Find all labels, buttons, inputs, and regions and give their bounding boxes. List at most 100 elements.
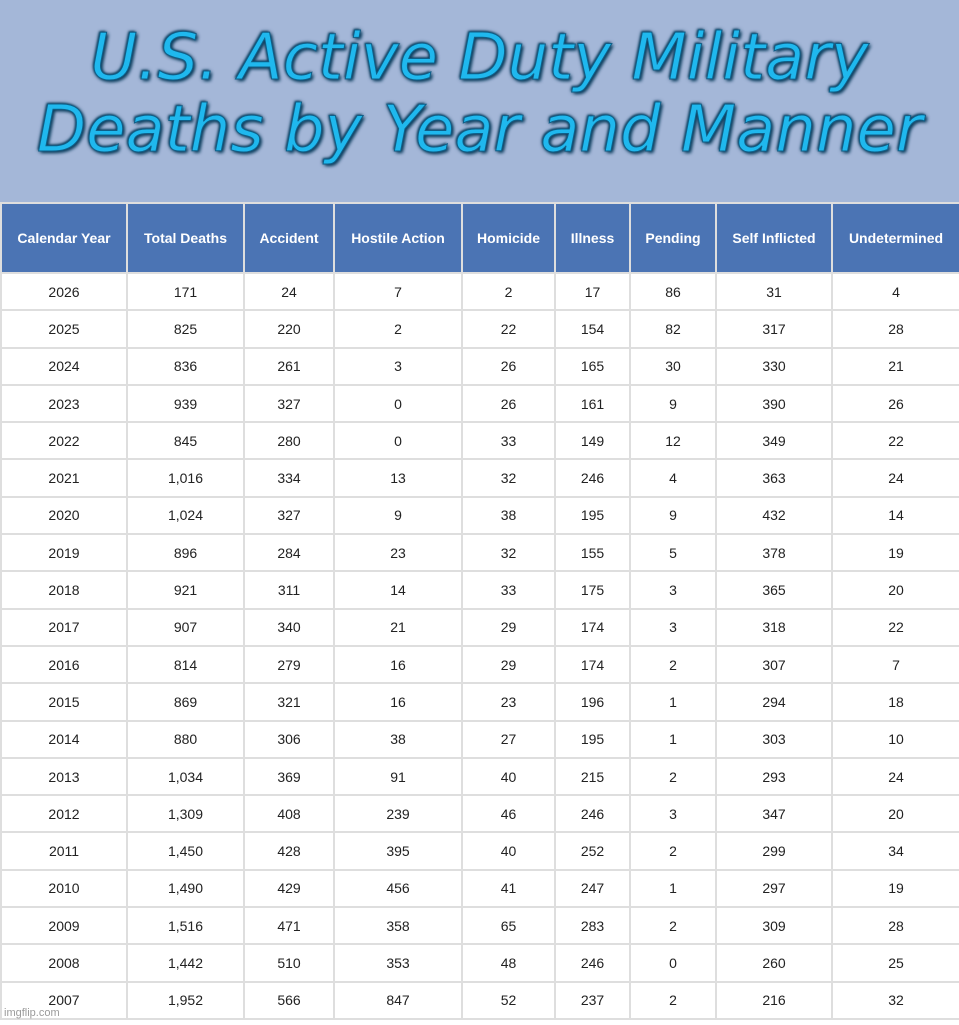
deaths-table: Calendar Year Total Deaths Accident Host… <box>0 202 959 1020</box>
table-row: 2023 939 327 0 26 161 9 390 26 <box>0 383 959 424</box>
table-cell: 20 <box>831 570 959 610</box>
table-cell: 896 <box>126 533 245 573</box>
table-cell: 2017 <box>0 607 128 647</box>
table-cell: 195 <box>554 719 631 759</box>
table-cell: 48 <box>461 943 556 983</box>
table-row: 2007 1,952 566 847 52 237 2 216 32 <box>0 980 959 1020</box>
table-cell: 294 <box>715 682 833 722</box>
table-row: 2025 825 220 2 22 154 82 317 28 <box>0 309 959 349</box>
table-cell: 13 <box>333 458 463 498</box>
table-cell: 2 <box>629 831 717 871</box>
table-cell: 38 <box>461 495 556 536</box>
column-header-total-deaths: Total Deaths <box>126 202 245 274</box>
table-cell: 814 <box>126 644 245 685</box>
title-banner: U.S. Active Duty Military Deaths by Year… <box>0 0 959 202</box>
table-cell: 171 <box>126 271 245 312</box>
table-cell: 175 <box>554 570 631 610</box>
table-cell: 86 <box>629 271 717 312</box>
table-row: 2012 1,309 408 239 46 246 3 347 20 <box>0 794 959 834</box>
table-cell: 25 <box>831 943 959 983</box>
table-cell: 165 <box>554 346 631 386</box>
table-cell: 349 <box>715 421 833 461</box>
table-cell: 2026 <box>0 271 128 312</box>
table-row: 2015 869 321 16 23 196 1 294 18 <box>0 682 959 722</box>
table-cell: 880 <box>126 719 245 759</box>
table-cell: 845 <box>126 421 245 461</box>
table-cell: 7 <box>831 644 959 685</box>
table-cell: 299 <box>715 831 833 871</box>
table-cell: 40 <box>461 831 556 871</box>
table-cell: 2018 <box>0 570 128 610</box>
table-cell: 28 <box>831 906 959 946</box>
table-cell: 1,952 <box>126 980 245 1020</box>
table-cell: 353 <box>333 943 463 983</box>
table-row: 2009 1,516 471 358 65 283 2 309 28 <box>0 906 959 946</box>
table-cell: 24 <box>831 458 959 498</box>
table-cell: 3 <box>629 570 717 610</box>
table-cell: 0 <box>333 421 463 461</box>
table-cell: 1,490 <box>126 868 245 909</box>
table-cell: 26 <box>831 383 959 424</box>
table-cell: 1,309 <box>126 794 245 834</box>
column-header-accident: Accident <box>243 202 335 274</box>
table-cell: 307 <box>715 644 833 685</box>
table-cell: 293 <box>715 756 833 797</box>
table-cell: 395 <box>333 831 463 871</box>
table-cell: 24 <box>831 756 959 797</box>
table-cell: 2020 <box>0 495 128 536</box>
table-cell: 24 <box>243 271 335 312</box>
table-cell: 369 <box>243 756 335 797</box>
table-cell: 3 <box>629 794 717 834</box>
table-cell: 309 <box>715 906 833 946</box>
table-cell: 2013 <box>0 756 128 797</box>
table-cell: 284 <box>243 533 335 573</box>
table-cell: 33 <box>461 570 556 610</box>
table-cell: 246 <box>554 458 631 498</box>
table-cell: 82 <box>629 309 717 349</box>
table-cell: 9 <box>333 495 463 536</box>
table-cell: 2022 <box>0 421 128 461</box>
table-cell: 378 <box>715 533 833 573</box>
table-cell: 2009 <box>0 906 128 946</box>
table-cell: 847 <box>333 980 463 1020</box>
table-cell: 27 <box>461 719 556 759</box>
table-cell: 18 <box>831 682 959 722</box>
column-header-self-inflicted: Self Inflicted <box>715 202 833 274</box>
table-cell: 471 <box>243 906 335 946</box>
table-row: 2017 907 340 21 29 174 3 318 22 <box>0 607 959 647</box>
table-cell: 174 <box>554 644 631 685</box>
table-cell: 32 <box>831 980 959 1020</box>
table-cell: 3 <box>333 346 463 386</box>
table-cell: 2010 <box>0 868 128 909</box>
table-cell: 34 <box>831 831 959 871</box>
table-cell: 456 <box>333 868 463 909</box>
table-cell: 2 <box>629 756 717 797</box>
table-cell: 327 <box>243 383 335 424</box>
table-cell: 161 <box>554 383 631 424</box>
table-cell: 41 <box>461 868 556 909</box>
table-cell: 432 <box>715 495 833 536</box>
table-cell: 330 <box>715 346 833 386</box>
table-cell: 16 <box>333 682 463 722</box>
table-cell: 390 <box>715 383 833 424</box>
table-cell: 363 <box>715 458 833 498</box>
table-row: 2013 1,034 369 91 40 215 2 293 24 <box>0 756 959 797</box>
deaths-table-container: Calendar Year Total Deaths Accident Host… <box>0 202 959 1025</box>
table-cell: 7 <box>333 271 463 312</box>
table-cell: 1,516 <box>126 906 245 946</box>
table-cell: 10 <box>831 719 959 759</box>
table-cell: 566 <box>243 980 335 1020</box>
table-cell: 1,442 <box>126 943 245 983</box>
table-cell: 21 <box>831 346 959 386</box>
table-cell: 836 <box>126 346 245 386</box>
table-cell: 2019 <box>0 533 128 573</box>
table-cell: 46 <box>461 794 556 834</box>
table-cell: 12 <box>629 421 717 461</box>
table-cell: 2008 <box>0 943 128 983</box>
table-row: 2016 814 279 16 29 174 2 307 7 <box>0 644 959 685</box>
table-cell: 1,450 <box>126 831 245 871</box>
table-cell: 2 <box>629 980 717 1020</box>
table-cell: 17 <box>554 271 631 312</box>
table-cell: 246 <box>554 794 631 834</box>
table-row: 2010 1,490 429 456 41 247 1 297 19 <box>0 868 959 909</box>
